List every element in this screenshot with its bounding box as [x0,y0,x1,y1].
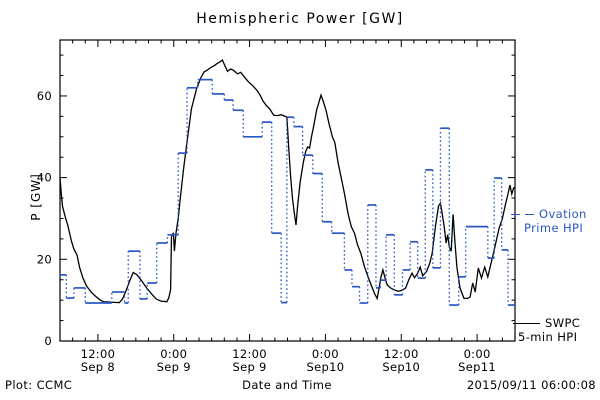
timestamp: 2015/09/11 06:00:08 [466,378,596,392]
legend-ovation-dash-icon [525,213,534,215]
series-ovation-prime-hpi [60,78,515,306]
legend-ovation-line1: Ovation [511,207,587,221]
y-axis-label: P [GW] [29,173,43,221]
x-tick-label: 0:00 [160,347,187,361]
x-tick-label: 0:00 [312,347,339,361]
legend-swpc-label2: 5-min HPI [518,330,578,344]
x-axis-label: Date and Time [242,378,332,392]
y-tick-label: 40 [37,171,52,185]
x-tick-date: Sep 9 [233,360,267,374]
x-tick-date: Sep11 [458,360,496,374]
series-swpc-5-min-hpi [59,58,515,304]
x-tick-label: 12:00 [232,347,267,361]
legend-swpc-line1: SWPC [513,316,580,330]
legend-swpc-line2: 5-min HPI [518,330,577,344]
y-tick-label: 60 [37,89,52,103]
y-tick-label: 0 [44,334,52,348]
y-tick-label: 20 [37,252,52,266]
x-tick-date: Sep 8 [81,360,115,374]
legend-ovation-label2: Prime HPI [524,221,584,235]
x-tick-label: 12:00 [384,347,419,361]
legend-ovation-label1: Ovation [539,207,587,221]
legend-ovation-dash-icon [511,213,520,215]
x-tick-label: 0:00 [464,347,491,361]
legend-swpc-label1: SWPC [545,316,581,330]
plot-credit: Plot: CCMC [5,378,73,392]
x-tick-date: Sep10 [307,360,345,374]
legend-swpc-line-icon [513,322,540,324]
x-tick-date: Sep 9 [157,360,191,374]
legend-ovation-line2: Prime HPI [524,221,583,235]
x-tick-date: Sep10 [382,360,420,374]
x-tick-label: 12:00 [81,347,116,361]
chart-title: Hemispheric Power [GW] [196,11,404,27]
